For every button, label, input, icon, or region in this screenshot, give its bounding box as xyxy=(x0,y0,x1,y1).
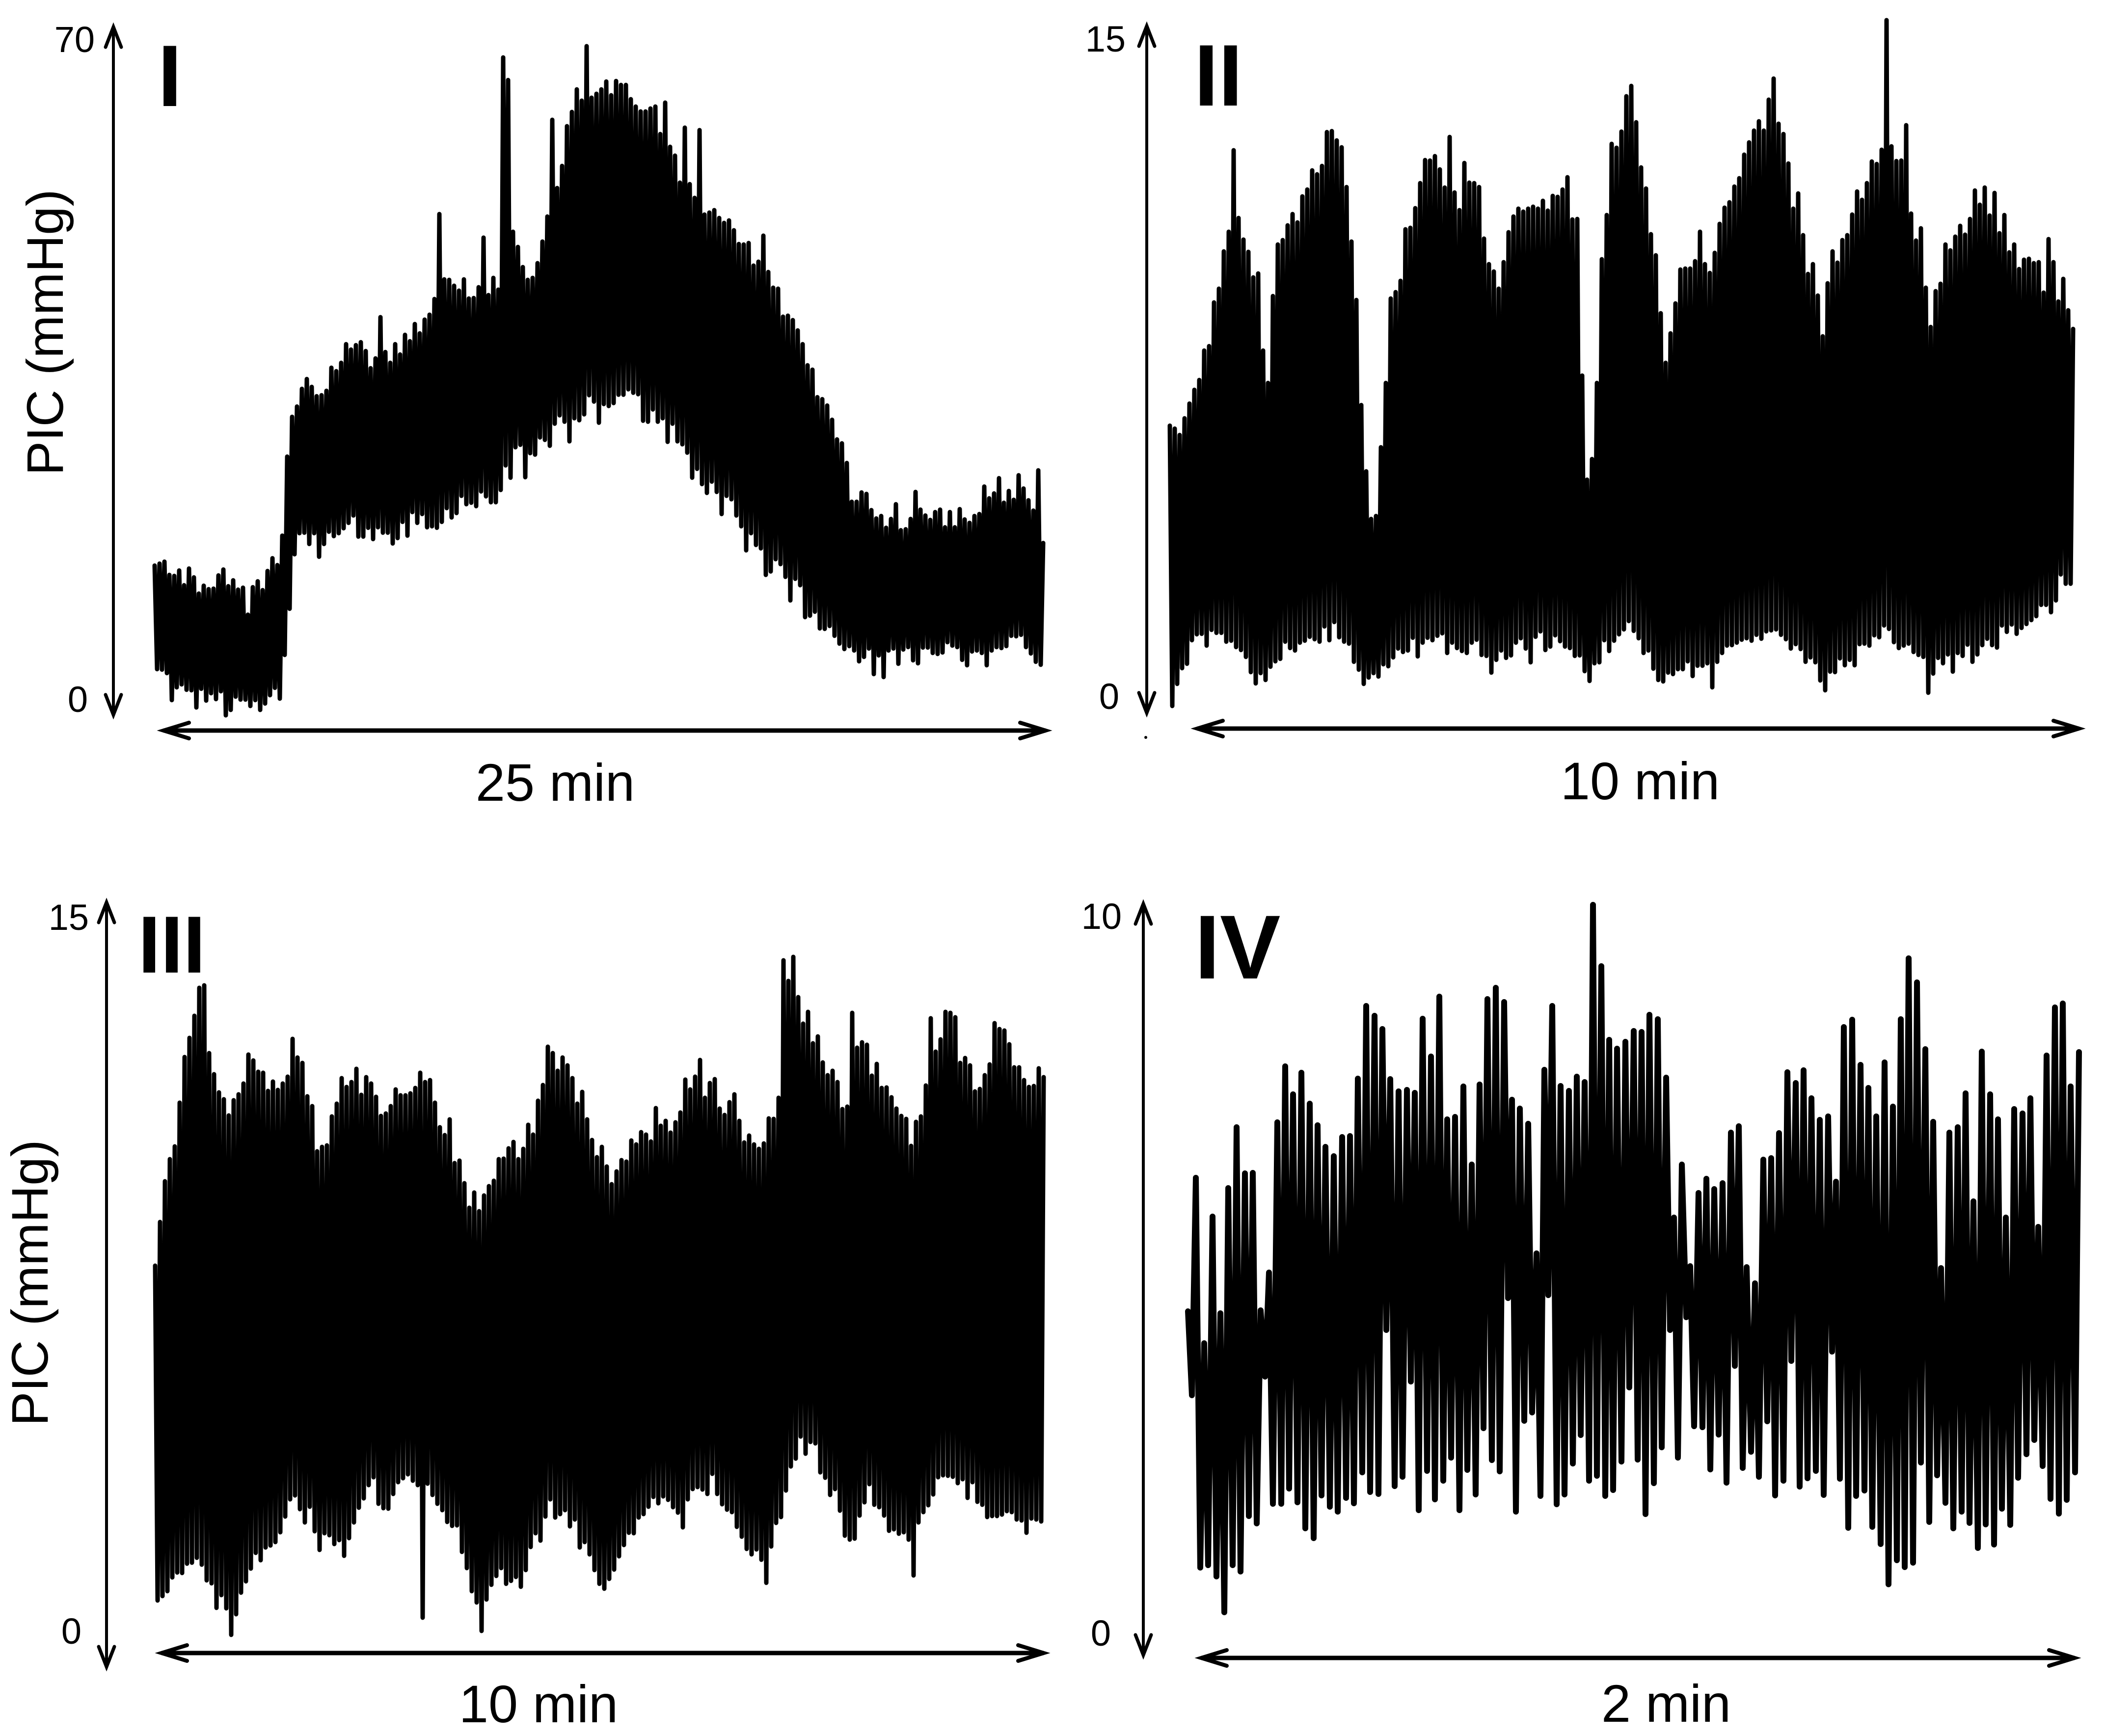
svg-text:25 min: 25 min xyxy=(476,753,635,812)
svg-text:70: 70 xyxy=(54,19,95,60)
svg-text:15: 15 xyxy=(1085,19,1126,59)
svg-text:PIC (mmHg): PIC (mmHg) xyxy=(17,189,74,475)
svg-text:0: 0 xyxy=(68,679,88,720)
svg-text:10: 10 xyxy=(1081,896,1122,937)
svg-text:15: 15 xyxy=(49,897,89,938)
svg-text:PIC (mmHg): PIC (mmHg) xyxy=(1,1139,59,1426)
svg-text:0: 0 xyxy=(1099,676,1119,717)
svg-text:10 min: 10 min xyxy=(1561,751,1720,811)
svg-text:0: 0 xyxy=(1091,1613,1111,1654)
svg-text:II: II xyxy=(1194,27,1243,124)
svg-text:IV: IV xyxy=(1195,897,1281,998)
svg-text:0: 0 xyxy=(61,1611,81,1652)
svg-text:10 min: 10 min xyxy=(459,1674,618,1734)
svg-text:2 min: 2 min xyxy=(1601,1674,1731,1733)
svg-text:III: III xyxy=(138,899,206,990)
svg-text:I: I xyxy=(158,27,182,125)
